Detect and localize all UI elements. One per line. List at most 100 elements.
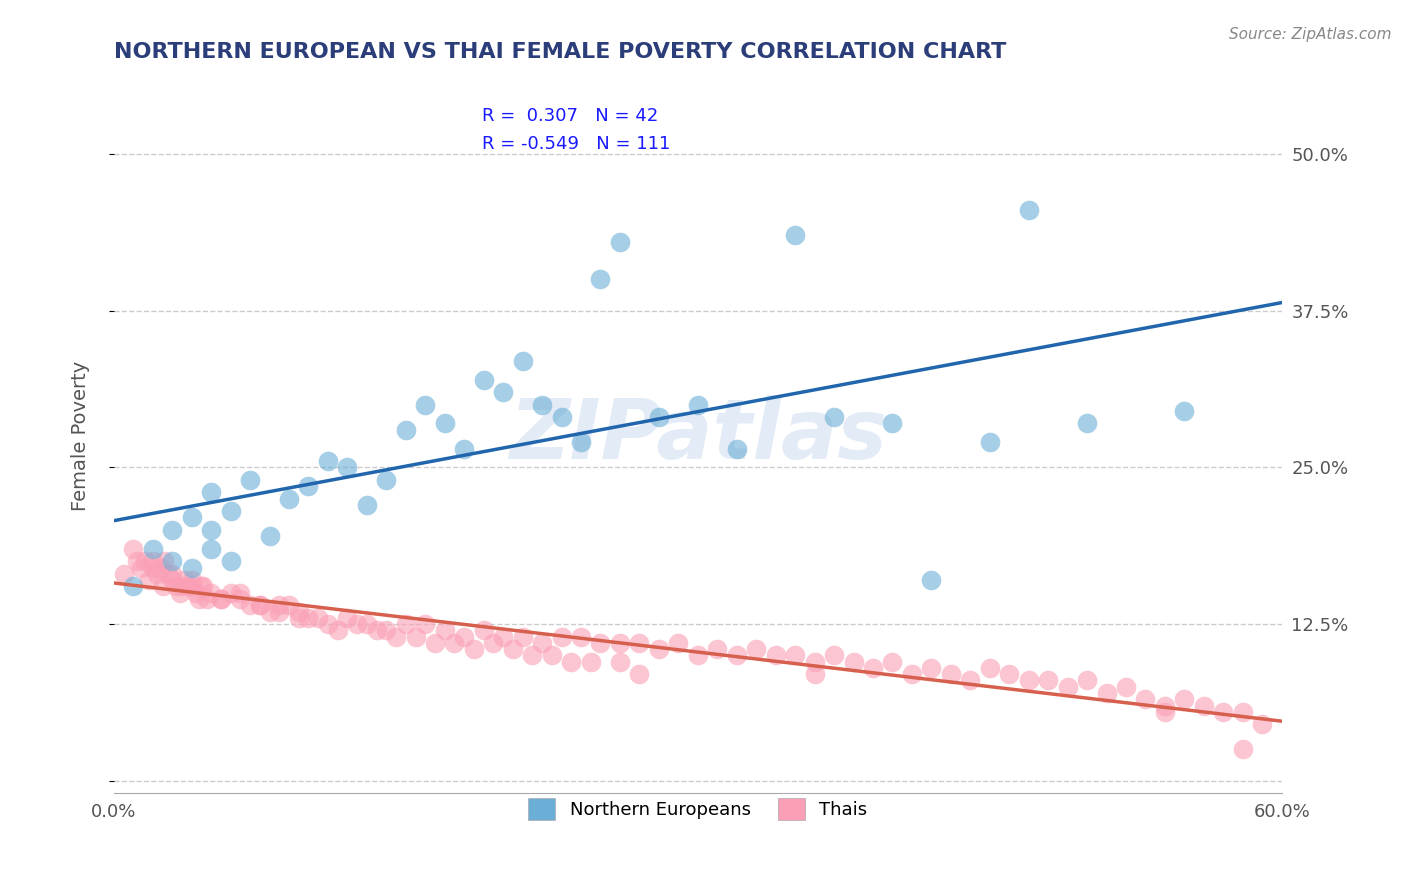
Point (823, 648, 845, 663)
Point (1251, 717, 1274, 731)
Point (122, 541, 145, 556)
Point (648, 410, 671, 425)
Point (200, 523, 222, 537)
Point (1232, 742, 1254, 756)
Point (346, 617, 368, 632)
Point (259, 605, 281, 619)
Point (142, 554, 165, 568)
Point (157, 566, 180, 581)
Point (287, 605, 309, 619)
Point (706, 642, 728, 657)
Point (522, 648, 544, 663)
Point (153, 554, 176, 568)
Text: Source: ZipAtlas.com: Source: ZipAtlas.com (1229, 27, 1392, 42)
Point (666, 636, 689, 650)
Point (531, 636, 554, 650)
Point (560, 655, 582, 669)
Point (269, 605, 291, 619)
Point (356, 617, 378, 632)
Point (920, 573, 942, 587)
Point (433, 417, 456, 431)
Point (531, 398, 554, 412)
Point (920, 661, 942, 675)
Point (278, 599, 301, 613)
Point (170, 579, 193, 593)
Point (862, 661, 884, 675)
Point (269, 599, 291, 613)
Point (1173, 404, 1195, 418)
Point (395, 617, 418, 632)
Point (278, 491, 301, 506)
Point (200, 541, 222, 556)
Point (366, 624, 388, 638)
Point (180, 579, 202, 593)
Point (1135, 692, 1157, 706)
Point (842, 655, 865, 669)
Point (959, 673, 981, 688)
Point (162, 554, 184, 568)
Point (745, 642, 768, 657)
Point (1018, 673, 1040, 688)
Point (180, 573, 202, 587)
Point (998, 667, 1021, 681)
Point (1076, 417, 1098, 431)
Point (219, 554, 242, 568)
Point (112, 566, 135, 581)
Point (259, 529, 281, 543)
Point (1056, 680, 1078, 694)
Point (765, 648, 787, 663)
Point (287, 611, 309, 625)
Point (188, 592, 211, 607)
Point (375, 624, 398, 638)
Legend: Northern Europeans, Thais: Northern Europeans, Thais (513, 783, 882, 834)
Point (165, 579, 187, 593)
Point (229, 585, 252, 599)
Point (443, 636, 465, 650)
Point (142, 560, 165, 574)
Point (1173, 692, 1195, 706)
Point (129, 560, 152, 574)
Text: R = -0.549   N = 111: R = -0.549 N = 111 (482, 136, 671, 153)
Point (375, 473, 398, 487)
Point (1192, 698, 1215, 713)
Point (589, 636, 612, 650)
Point (177, 579, 200, 593)
Point (482, 636, 505, 650)
Point (184, 585, 207, 599)
Point (249, 599, 271, 613)
Text: NORTHERN EUROPEAN VS THAI FEMALE POVERTY CORRELATION CHART: NORTHERN EUROPEAN VS THAI FEMALE POVERTY… (114, 42, 1007, 62)
Point (122, 579, 145, 593)
Point (190, 579, 212, 593)
Point (149, 560, 172, 574)
Point (512, 630, 534, 644)
Point (502, 642, 524, 657)
Point (219, 504, 242, 518)
Point (569, 435, 592, 450)
Point (1036, 673, 1059, 688)
Point (901, 667, 924, 681)
Point (127, 554, 149, 568)
Point (1095, 686, 1118, 700)
Point (209, 592, 232, 607)
Point (145, 566, 167, 581)
Text: ZIPatlas: ZIPatlas (509, 395, 887, 476)
Point (195, 592, 218, 607)
Point (433, 624, 456, 638)
Point (453, 630, 475, 644)
Point (609, 636, 631, 650)
Point (239, 473, 262, 487)
Point (550, 630, 572, 644)
Text: R =  0.307   N = 42: R = 0.307 N = 42 (482, 107, 658, 125)
Point (316, 617, 339, 632)
Point (307, 611, 329, 625)
Point (297, 479, 319, 493)
Point (550, 410, 572, 425)
Point (152, 579, 174, 593)
Point (686, 398, 709, 412)
Point (413, 398, 436, 412)
Point (200, 585, 222, 599)
Point (803, 655, 825, 669)
Y-axis label: Female Poverty: Female Poverty (72, 361, 90, 511)
Point (628, 667, 651, 681)
Point (725, 442, 748, 456)
